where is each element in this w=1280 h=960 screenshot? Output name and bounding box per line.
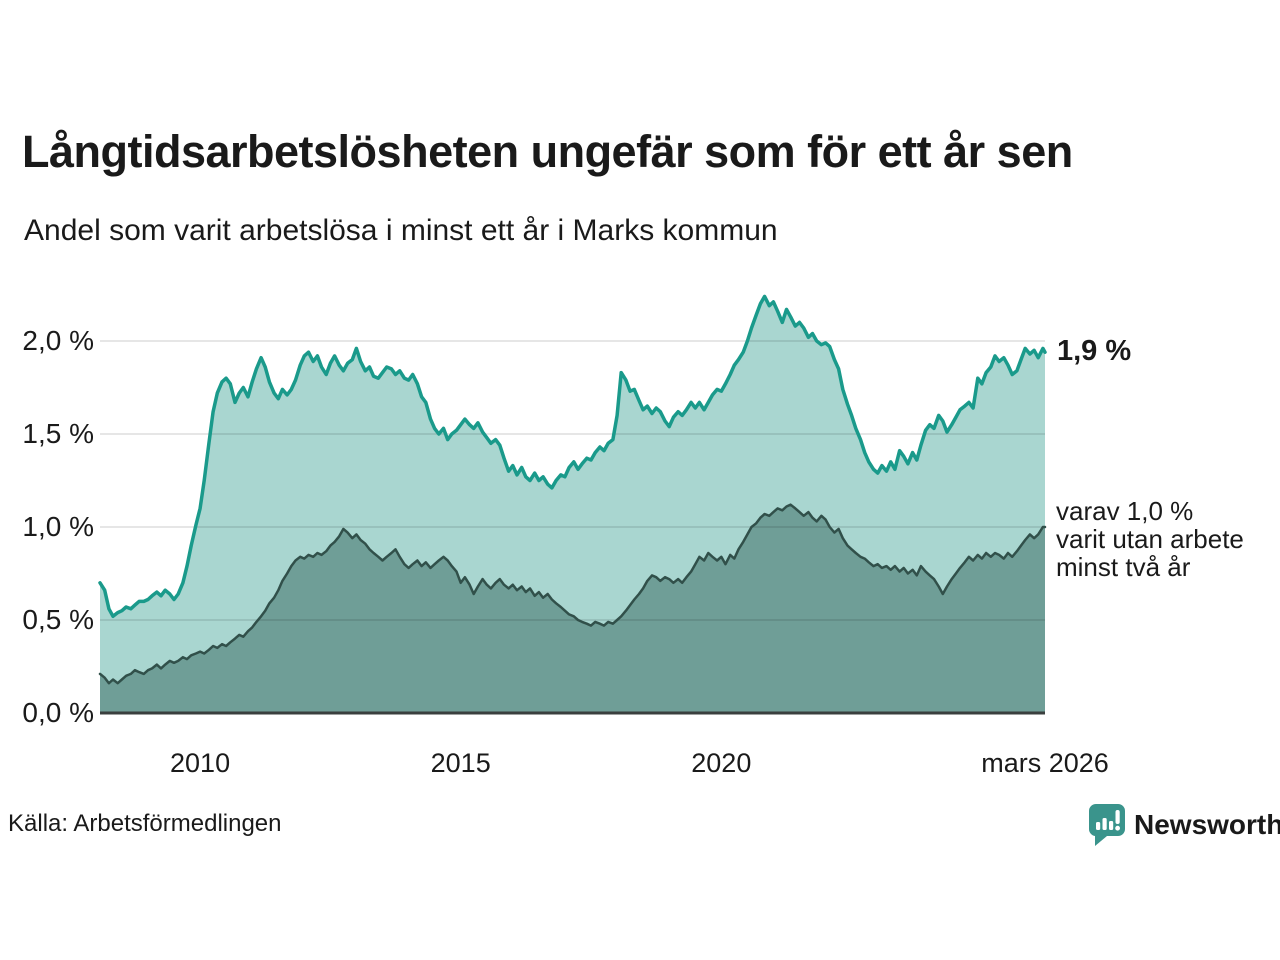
series-line: [98, 294, 1047, 619]
x-tick-label: mars 2026: [981, 748, 1109, 778]
x-tick-label: 2020: [691, 748, 752, 778]
area-fill: [100, 504, 1045, 713]
brand-name: Newsworthy: [1134, 809, 1280, 840]
secondary-series-annotation: varav 1,0 % varit utan arbete minst två …: [1056, 497, 1244, 581]
y-tick-label: 0,0 %: [22, 697, 94, 728]
y-tick-label: 0,5 %: [22, 604, 94, 635]
brand-logo: Newsworthy: [1088, 803, 1280, 847]
y-tick-label: 1,5 %: [22, 418, 94, 449]
source-credit: Källa: Arbetsförmedlingen: [8, 810, 282, 837]
x-tick-label: 2015: [430, 748, 491, 778]
y-tick-label: 2,0 %: [22, 325, 94, 356]
newsworthy-icon: [1088, 804, 1125, 846]
page-subtitle: Andel som varit arbetslösa i minst ett å…: [24, 214, 778, 247]
annotation-line: varav 1,0 %: [1056, 496, 1194, 526]
end-value-label: 1,9 %: [1057, 335, 1132, 368]
chart-canvas: [98, 294, 1047, 715]
x-tick-label: 2010: [170, 748, 231, 778]
page-title: Långtidsarbetslösheten ungefär som för e…: [22, 126, 1073, 177]
y-tick-label: 1,0 %: [22, 511, 94, 542]
series-line: [98, 503, 1047, 685]
annotation-line: minst två år: [1056, 552, 1191, 582]
annotation-line: varit utan arbete: [1056, 524, 1244, 554]
